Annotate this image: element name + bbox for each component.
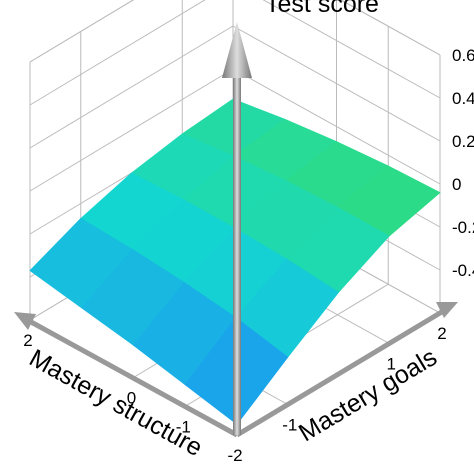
y-axis-arrow: [235, 304, 452, 438]
y-tick-label: -1: [282, 416, 297, 435]
grid-line: [29, 25, 234, 149]
z-axis-shaft: [233, 70, 241, 435]
z-tick-label: 0.6: [452, 46, 474, 65]
x-tick-label: 0: [127, 389, 136, 408]
grid-line: [29, 68, 234, 192]
x-tick-label: -2: [227, 446, 242, 465]
z-tick-label: 0: [452, 175, 461, 194]
grid-line: [29, 0, 206, 106]
z-tick-label: 0.4: [452, 89, 474, 108]
z-tick-label: -0.2: [452, 218, 474, 237]
z-arrow-head: [222, 22, 252, 78]
x-tick-label: 2: [23, 331, 32, 350]
wall-edge: [29, 0, 135, 63]
z-tick-label: 0.2: [452, 132, 474, 151]
z-axis-label: Test score: [265, 0, 379, 18]
x-tick-label: -1: [176, 417, 191, 436]
axes: 0.6 0.4 0.2 0 -0.2 -0.4 -2 -1 0 2 -1 1 2: [14, 22, 474, 465]
y-arrow-head: [436, 302, 458, 318]
y-tick-label: 1: [387, 355, 396, 374]
x-axis-arrow: [20, 314, 239, 438]
z-tick-label: -0.4: [452, 261, 474, 280]
x-arrow-head: [14, 312, 36, 330]
grid-line: [29, 0, 135, 63]
grid-line: [339, 0, 441, 56]
y-tick-label: 2: [437, 324, 446, 343]
